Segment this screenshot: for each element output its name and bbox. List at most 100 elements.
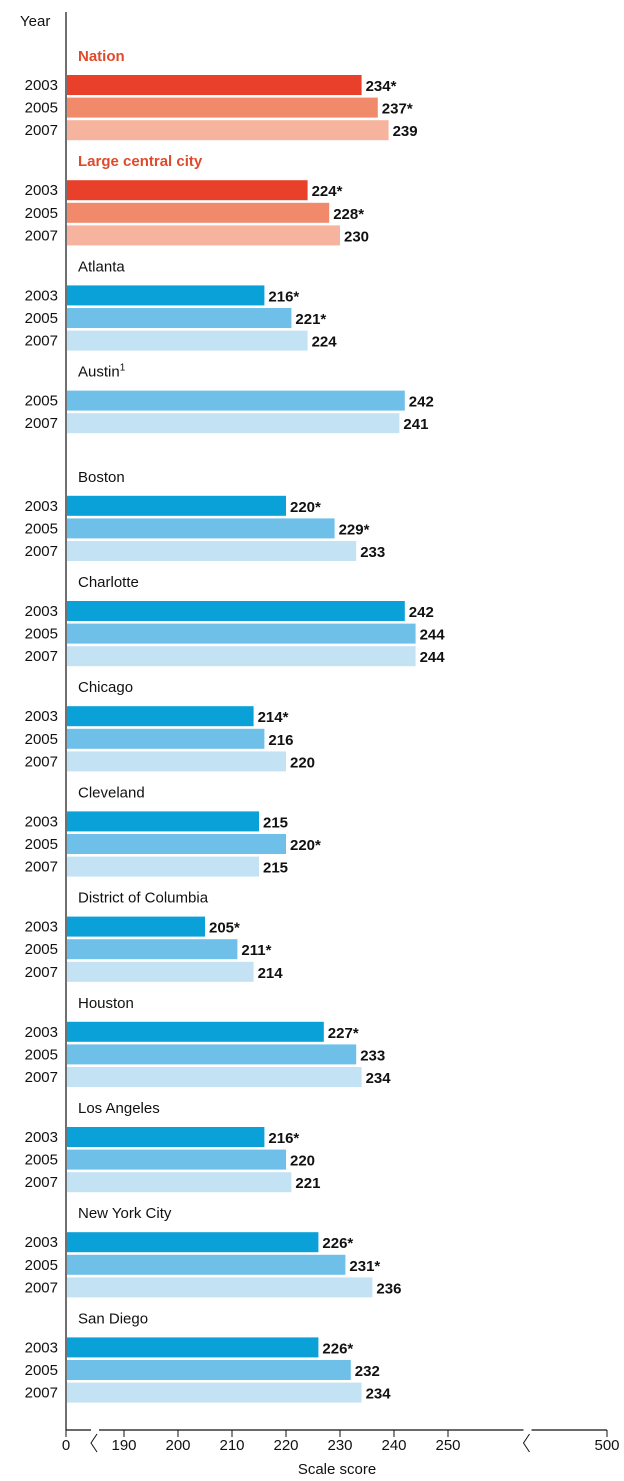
bar — [67, 1021, 324, 1042]
value-label: 215 — [263, 814, 288, 831]
year-label: 2003 — [25, 1129, 58, 1146]
year-label: 2003 — [25, 498, 58, 515]
value-label: 236 — [376, 1280, 401, 1297]
bar — [67, 97, 378, 118]
value-label: 220* — [290, 499, 321, 516]
year-label: 2003 — [25, 287, 58, 304]
bar — [67, 601, 405, 621]
group-label: Boston — [78, 469, 125, 486]
y-axis-label: Year — [20, 13, 50, 30]
value-label: 221* — [295, 311, 326, 328]
bar — [67, 1337, 319, 1358]
x-tick-label: 220 — [273, 1437, 298, 1454]
bar — [67, 1382, 362, 1403]
bar — [67, 856, 259, 877]
group-label: New York City — [78, 1205, 172, 1222]
year-label: 2005 — [25, 1046, 58, 1063]
bar — [67, 811, 259, 832]
year-label: 2007 — [25, 859, 58, 876]
bar — [67, 285, 265, 306]
value-label: 214 — [258, 965, 284, 982]
bar — [67, 916, 205, 937]
year-label: 2007 — [25, 543, 58, 560]
year-label: 2003 — [25, 182, 58, 199]
x-tick-label: 230 — [327, 1437, 352, 1454]
group-label: Large central city — [78, 153, 203, 170]
bar — [67, 1044, 357, 1065]
bar — [67, 646, 416, 667]
year-label: 2005 — [25, 941, 58, 958]
group-label: Atlanta — [78, 258, 125, 275]
bar — [67, 834, 286, 854]
year-label: 2007 — [25, 1174, 58, 1191]
year-label: 2007 — [25, 964, 58, 981]
year-label: 2007 — [25, 648, 58, 665]
value-label: 239 — [393, 123, 418, 140]
bar — [67, 1360, 351, 1380]
x-tick-label: 240 — [381, 1437, 406, 1454]
value-label: 211* — [241, 942, 271, 959]
year-label: 2003 — [25, 77, 58, 94]
axis-break-gap — [523, 1427, 532, 1433]
year-label: 2005 — [25, 520, 58, 537]
bar — [67, 1127, 265, 1147]
group-label: Charlotte — [78, 574, 139, 591]
axis-break — [522, 1433, 530, 1453]
group-label: District of Columbia — [78, 890, 209, 907]
bar — [67, 961, 254, 982]
group-label: Austin1 — [78, 362, 126, 380]
axis-break — [90, 1433, 98, 1453]
year-label: 2007 — [25, 1385, 58, 1402]
group-label: Houston — [78, 995, 134, 1012]
value-label: 244 — [420, 627, 446, 644]
bar — [67, 330, 308, 351]
axis-break-gap — [91, 1427, 99, 1433]
bar — [67, 225, 340, 246]
value-label: 234* — [366, 78, 397, 95]
bar — [67, 623, 416, 644]
year-label: 2005 — [25, 836, 58, 853]
value-label: 215 — [263, 860, 288, 877]
bar — [67, 390, 405, 411]
year-label: 2005 — [25, 1152, 58, 1169]
value-label: 242 — [409, 394, 434, 411]
bar — [67, 180, 308, 201]
value-label: 216* — [268, 288, 299, 305]
year-label: 2007 — [25, 333, 58, 350]
bar — [67, 751, 286, 772]
value-label: 232 — [355, 1363, 380, 1380]
value-label: 205* — [209, 920, 240, 937]
value-label: 237* — [382, 101, 413, 118]
x-tick-label: 200 — [165, 1437, 190, 1454]
bar — [67, 518, 335, 539]
bar — [67, 1232, 319, 1253]
year-label: 2005 — [25, 731, 58, 748]
bar — [67, 202, 330, 223]
bar — [67, 1254, 346, 1275]
value-label: 216 — [268, 732, 293, 749]
value-label: 214* — [258, 709, 289, 726]
bar — [67, 706, 254, 727]
x-tick-label: 500 — [594, 1437, 619, 1454]
year-label: 2003 — [25, 603, 58, 620]
x-tick-label: 210 — [219, 1437, 244, 1454]
year-label: 2005 — [25, 1362, 58, 1379]
year-label: 2003 — [25, 813, 58, 830]
x-tick-label: 190 — [111, 1437, 136, 1454]
x-tick-label: 0 — [62, 1437, 70, 1454]
year-label: 2007 — [25, 1069, 58, 1086]
x-axis-label: Scale score — [298, 1461, 376, 1478]
footnote-marker: 1 — [120, 362, 126, 373]
bar — [67, 728, 265, 749]
year-label: 2003 — [25, 1024, 58, 1041]
bar — [67, 1172, 292, 1193]
value-label: 241 — [403, 416, 428, 433]
value-label: 220 — [290, 754, 315, 771]
year-label: 2007 — [25, 415, 58, 432]
value-label: 221 — [295, 1175, 320, 1192]
value-label: 230 — [344, 228, 369, 245]
group-label: Chicago — [78, 679, 133, 696]
bar — [67, 120, 389, 141]
value-label: 220 — [290, 1153, 315, 1170]
